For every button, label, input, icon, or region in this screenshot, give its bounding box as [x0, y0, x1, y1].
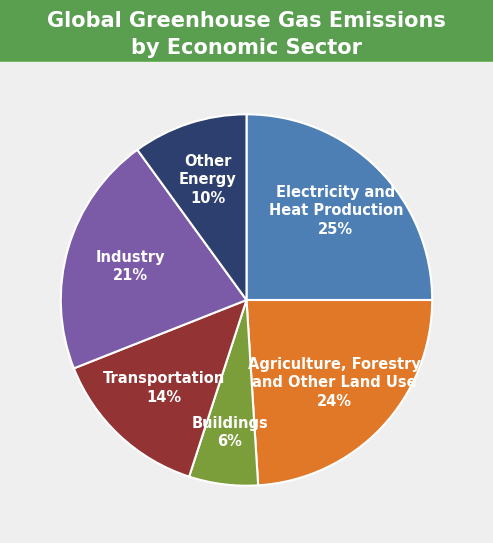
Bar	[0, 61, 493, 62]
Text: Global Greenhouse Gas Emissions: Global Greenhouse Gas Emissions	[47, 11, 446, 30]
Text: Buildings
6%: Buildings 6%	[191, 416, 268, 450]
Bar	[0, 61, 493, 62]
Bar	[0, 61, 493, 62]
Text: Agriculture, Forestry
and Other Land Use
24%: Agriculture, Forestry and Other Land Use…	[248, 357, 421, 409]
Bar	[0, 61, 493, 62]
Bar	[0, 61, 493, 62]
Text: Transportation
14%: Transportation 14%	[103, 371, 225, 405]
Bar	[0, 61, 493, 62]
Bar	[0, 61, 493, 62]
Bar	[0, 61, 493, 62]
Bar	[0, 61, 493, 62]
Bar	[0, 61, 493, 62]
Wedge shape	[189, 300, 258, 486]
Wedge shape	[61, 150, 246, 368]
Bar	[0, 61, 493, 62]
Bar	[0, 61, 493, 62]
Bar	[0, 61, 493, 62]
Bar	[0, 61, 493, 62]
Bar	[0, 61, 493, 62]
Bar	[0, 61, 493, 62]
Wedge shape	[74, 300, 246, 477]
Bar	[0, 61, 493, 62]
Bar	[0, 61, 493, 62]
Bar	[0, 61, 493, 62]
Bar	[0, 61, 493, 62]
Bar	[0, 61, 493, 62]
Bar	[0, 61, 493, 62]
Bar	[0, 61, 493, 62]
Bar	[0, 61, 493, 62]
Bar	[0, 61, 493, 62]
Bar	[0, 61, 493, 62]
Bar	[0, 61, 493, 62]
Bar	[0, 61, 493, 62]
Bar	[0, 61, 493, 62]
Bar	[0, 61, 493, 62]
Bar	[0, 61, 493, 62]
Bar	[0, 61, 493, 62]
Text: Other
Energy
10%: Other Energy 10%	[178, 154, 236, 206]
Bar	[0, 61, 493, 62]
Bar	[0, 61, 493, 62]
Bar	[0, 61, 493, 62]
Bar	[0, 61, 493, 62]
Text: by Economic Sector: by Economic Sector	[131, 38, 362, 58]
Bar	[0, 61, 493, 62]
Bar	[0, 61, 493, 62]
Wedge shape	[138, 114, 246, 300]
Bar	[0, 61, 493, 62]
Bar	[0, 61, 493, 62]
Bar	[0, 61, 493, 62]
Bar	[0, 61, 493, 62]
Bar	[0, 61, 493, 62]
Bar	[0, 61, 493, 62]
Wedge shape	[246, 114, 432, 300]
Bar	[0, 61, 493, 62]
Bar	[0, 61, 493, 62]
Bar	[0, 61, 493, 62]
Bar	[0, 61, 493, 62]
Bar	[0, 61, 493, 62]
Bar	[0, 61, 493, 62]
Bar	[0, 61, 493, 62]
Bar	[0, 61, 493, 62]
Bar	[0, 61, 493, 62]
Bar	[0, 61, 493, 62]
Bar	[0, 61, 493, 62]
Bar	[0, 61, 493, 62]
Bar	[0, 61, 493, 62]
Bar	[0, 61, 493, 62]
Text: Electricity and
Heat Production
25%: Electricity and Heat Production 25%	[269, 185, 403, 237]
Bar	[0, 61, 493, 62]
Bar	[0, 61, 493, 62]
Bar	[0, 61, 493, 62]
Wedge shape	[246, 300, 432, 485]
Bar	[0, 61, 493, 62]
Text: Industry
21%: Industry 21%	[96, 250, 165, 283]
Bar	[0, 61, 493, 62]
Bar	[0, 61, 493, 62]
Bar	[0, 61, 493, 62]
Bar	[0, 61, 493, 62]
Bar	[0, 61, 493, 62]
Bar	[0, 61, 493, 62]
Bar	[0, 61, 493, 62]
